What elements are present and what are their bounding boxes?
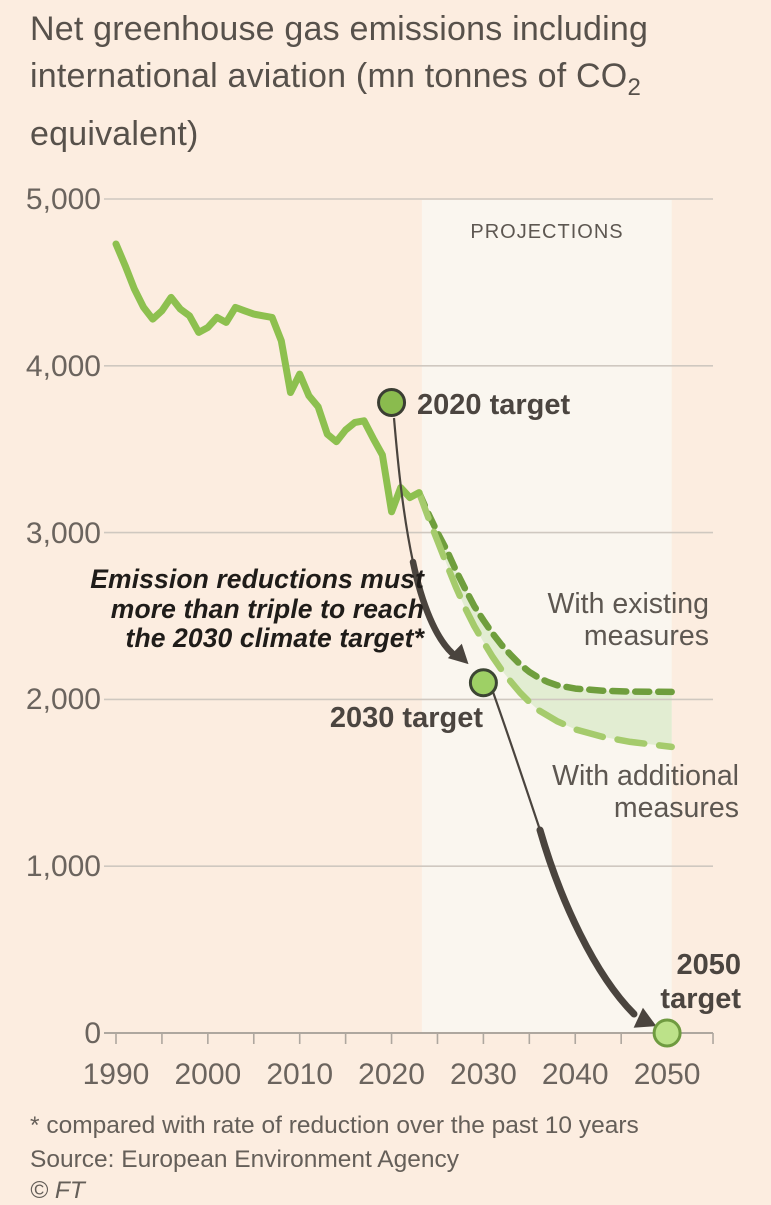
y-tick-label-3000: 3,000 bbox=[25, 516, 101, 550]
x-tick-label-2030: 2030 bbox=[450, 1058, 517, 1091]
legend-existing-line-1: With existing bbox=[547, 588, 709, 620]
arrow-2020-to-2030-head bbox=[447, 643, 469, 665]
target-dot-2020 bbox=[377, 387, 407, 417]
arrow-2020-to-2030-shaft bbox=[409, 558, 456, 657]
chart-title-tail: equivalent) bbox=[30, 114, 199, 153]
ft-credit: © FT bbox=[30, 1177, 85, 1204]
x-tick-label-2000: 2000 bbox=[174, 1058, 242, 1091]
arrow-2020-to-2030-tail bbox=[392, 417, 415, 563]
chart-title-text: Net greenhouse gas emissions including i… bbox=[30, 10, 649, 95]
chart-title: Net greenhouse gas emissions including i… bbox=[30, 6, 732, 158]
legend-existing-measures: With existing measures bbox=[479, 588, 709, 652]
target-label-2050-line-1: 2050 bbox=[676, 949, 741, 981]
historical-line bbox=[112, 240, 423, 516]
additional-measures-line bbox=[415, 489, 675, 751]
target-dot-2050 bbox=[652, 1018, 682, 1048]
target-dot-2030 bbox=[468, 668, 498, 698]
y-tick-label-0: 0 bbox=[84, 1017, 101, 1050]
existing-measures-line bbox=[415, 489, 675, 696]
projection-range-fill bbox=[419, 492, 672, 747]
x-tick-label-1990: 1990 bbox=[82, 1058, 150, 1091]
legend-additional-measures: With additional measures bbox=[459, 760, 739, 824]
y-tick-label-5000: 5,000 bbox=[25, 183, 101, 216]
x-tick-label-2040: 2040 bbox=[541, 1058, 609, 1091]
target-label-2050: 2050 target bbox=[601, 948, 741, 1016]
annotation-line-3: the 2030 climate target* bbox=[125, 623, 424, 653]
legend-existing-line-2: measures bbox=[583, 619, 709, 652]
arrow-2030-to-2050-head bbox=[633, 1007, 657, 1028]
projection-band bbox=[421, 200, 672, 1033]
y-tick-label-2000: 2,000 bbox=[25, 683, 101, 717]
x-tick-label-2050: 2050 bbox=[633, 1058, 701, 1091]
y-tick-label-4000: 4,000 bbox=[25, 349, 101, 383]
x-tick-label-2020: 2020 bbox=[358, 1058, 425, 1091]
legend-additional-line-2: measures bbox=[613, 791, 739, 824]
footnote: * compared with rate of reduction over t… bbox=[30, 1112, 639, 1139]
arrow-2030-to-2050-tail bbox=[491, 691, 542, 831]
arrow-2030-to-2050-shaft bbox=[536, 826, 638, 1018]
projections-label: PROJECTIONS bbox=[470, 221, 624, 243]
annotation: Emission reductions must more than tripl… bbox=[70, 564, 424, 654]
annotation-line-2: more than triple to reach bbox=[110, 593, 424, 624]
x-tick-label-2010: 2010 bbox=[266, 1058, 334, 1091]
target-label-2050-line-2: target bbox=[660, 983, 741, 1015]
source-line: Source: European Environment Agency bbox=[30, 1146, 460, 1173]
legend-additional-line-1: With additional bbox=[552, 760, 739, 792]
co2-subscript: 2 bbox=[627, 73, 642, 101]
annotation-line-1: Emission reductions must bbox=[90, 564, 424, 594]
target-label-2020: 2020 target bbox=[417, 389, 571, 421]
y-tick-label-1000: 1,000 bbox=[25, 850, 101, 884]
target-label-2030: 2030 target bbox=[329, 702, 483, 734]
